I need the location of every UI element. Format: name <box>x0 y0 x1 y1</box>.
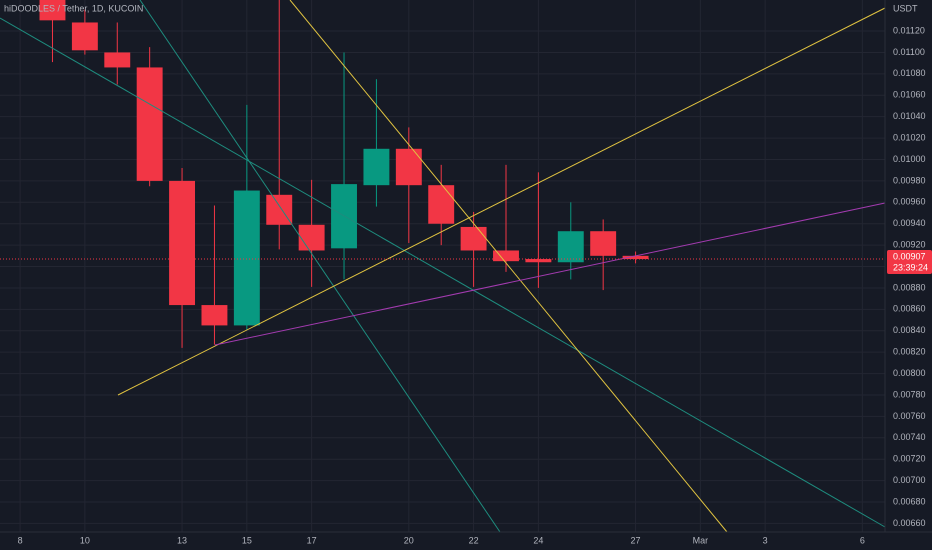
x-tick-label: 15 <box>242 535 252 545</box>
x-tick-label: 10 <box>80 535 90 545</box>
candle-body <box>525 259 552 263</box>
y-tick-label: 0.00760 <box>893 411 926 421</box>
x-tick-label: 13 <box>177 535 187 545</box>
y-tick-label: 0.01060 <box>893 90 926 100</box>
price-tag <box>887 250 932 275</box>
y-tick-label: 0.00860 <box>893 304 926 314</box>
y-tick-label: 0.00940 <box>893 218 926 228</box>
y-tick-label: 0.00960 <box>893 197 926 207</box>
trend-line <box>214 202 886 346</box>
x-tick-label: 17 <box>307 535 317 545</box>
y-tick-label: 0.01040 <box>893 111 926 121</box>
y-tick-label: 0.01080 <box>893 68 926 78</box>
y-tick-label: 0.00720 <box>893 454 926 464</box>
y-tick-label: 0.00740 <box>893 432 926 442</box>
price-tag-value: 0.00907 <box>893 251 926 261</box>
candle-body <box>266 194 293 225</box>
candle-body <box>71 22 98 51</box>
candle-body <box>136 67 163 181</box>
candle-body <box>201 305 228 326</box>
y-tick-label: 0.00660 <box>893 518 926 528</box>
grid <box>0 0 885 532</box>
trend-line <box>0 17 886 528</box>
candle-body <box>590 231 617 256</box>
y-axis-label: USDT <box>893 3 918 13</box>
x-tick-label: 20 <box>404 535 414 545</box>
axes: 0.00660 0.00680 0.00700 0.00720 0.00740 0.007… <box>18 25 926 545</box>
x-tick-label: Mar <box>693 535 709 545</box>
y-tick-label: 0.01120 <box>893 25 925 35</box>
y-tick-label: 0.00700 <box>893 475 926 485</box>
price-tag-countdown: 23:39:24 <box>893 262 928 272</box>
candle-body <box>460 226 487 251</box>
y-tick-label: 0.01100 <box>893 47 925 57</box>
y-tick-label: 0.00980 <box>893 175 926 185</box>
y-tick-label: 0.00880 <box>893 282 926 292</box>
candles <box>39 0 649 348</box>
trend-line <box>289 0 728 533</box>
candle-body <box>428 185 455 224</box>
y-tick-label: 0.00920 <box>893 240 926 250</box>
x-tick-label: 27 <box>631 535 641 545</box>
x-tick-label: 6 <box>860 535 865 545</box>
x-tick-label: 8 <box>18 535 23 545</box>
candle-body <box>169 180 196 306</box>
candle-body <box>233 190 260 326</box>
y-tick-label: 0.01000 <box>893 154 926 164</box>
drawings <box>0 0 886 533</box>
candle-body <box>363 148 390 186</box>
trend-line <box>117 7 886 396</box>
candle-body <box>622 255 649 260</box>
y-tick-label: 0.00780 <box>893 389 926 399</box>
candle-body <box>557 231 584 263</box>
x-tick-label: 22 <box>469 535 479 545</box>
chart-title: hiDOODLES / Tether, 1D, KUCOIN <box>4 3 143 13</box>
candle-body <box>395 148 422 186</box>
candle-body <box>39 0 66 21</box>
y-tick-label: 0.00680 <box>893 496 926 506</box>
x-tick-label: 3 <box>763 535 768 545</box>
candle-body <box>298 224 325 251</box>
y-tick-label: 0.00800 <box>893 368 926 378</box>
y-tick-label: 0.00820 <box>893 347 926 357</box>
x-tick-label: 24 <box>533 535 543 545</box>
candle-body <box>493 250 519 262</box>
candle-body <box>104 52 131 68</box>
trend-line <box>139 0 501 533</box>
y-tick-label: 0.01020 <box>893 132 926 142</box>
y-tick-label: 0.00840 <box>893 325 926 335</box>
